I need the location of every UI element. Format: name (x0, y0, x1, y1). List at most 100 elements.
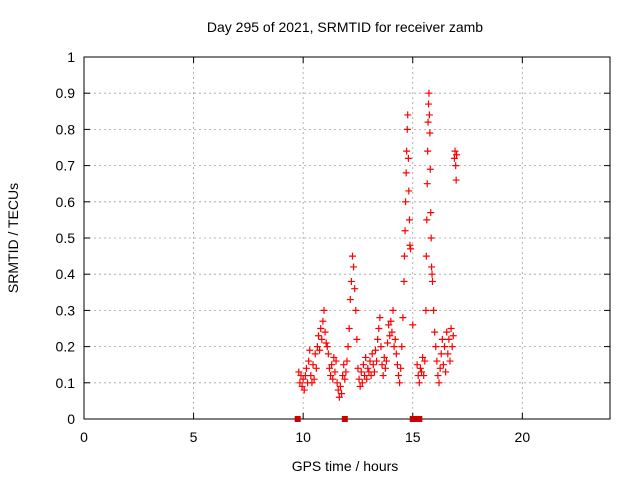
data-point (347, 277, 355, 285)
data-point (306, 346, 314, 354)
y-tick-label: 0.3 (56, 302, 76, 318)
y-tick-label: 0.6 (56, 194, 76, 210)
x-tick-label: 0 (80, 429, 88, 445)
data-point (427, 209, 435, 217)
data-point (425, 89, 433, 97)
data-point (325, 364, 333, 372)
y-tick-label: 0.2 (56, 339, 76, 355)
data-point (357, 368, 365, 376)
data-point (450, 154, 458, 162)
data-point (404, 154, 412, 162)
data-point (358, 379, 366, 387)
data-point (346, 296, 354, 304)
y-axis-label: SRMTID / TECUs (5, 183, 21, 293)
data-point (421, 357, 429, 365)
data-point (389, 306, 397, 314)
data-point (319, 317, 327, 325)
data-point (402, 169, 410, 177)
data-point (390, 343, 398, 351)
data-point (442, 368, 450, 376)
data-point (406, 241, 414, 249)
data-point (345, 325, 353, 332)
data-point (332, 357, 340, 365)
data-point (380, 353, 388, 361)
data-point (452, 162, 460, 170)
data-point (403, 125, 411, 133)
data-point (424, 118, 432, 126)
data-point (323, 343, 331, 351)
data-point (428, 263, 436, 271)
y-tick-label: 1 (67, 49, 75, 65)
data-point (427, 234, 435, 242)
data-point (307, 372, 315, 380)
data-point (422, 252, 430, 260)
data-point (407, 245, 415, 253)
y-tick-label: 0.9 (56, 85, 76, 101)
data-point (317, 325, 325, 332)
data-point (377, 343, 385, 351)
data-point (341, 375, 349, 383)
data-point (443, 328, 451, 336)
x-tick-label: 10 (295, 429, 311, 445)
data-point (334, 386, 342, 394)
data-points (295, 89, 461, 401)
data-point (405, 187, 413, 195)
data-point (310, 375, 318, 383)
zero-markers (294, 416, 423, 422)
data-point (316, 346, 324, 354)
data-point (382, 357, 390, 365)
data-point (415, 379, 423, 387)
data-point (305, 357, 313, 365)
x-tick-label: 15 (405, 429, 421, 445)
y-tick-label: 0.4 (56, 266, 76, 282)
data-point (343, 357, 351, 365)
data-point (444, 350, 452, 358)
data-point (432, 343, 440, 351)
x-tick-label: 20 (515, 429, 531, 445)
data-point (404, 111, 412, 119)
data-point (437, 350, 445, 358)
data-point (369, 361, 377, 369)
data-point (388, 328, 396, 336)
data-point (378, 361, 386, 369)
data-point (315, 332, 323, 340)
grid (84, 57, 610, 419)
data-point (419, 353, 427, 361)
x-tick-labels: 0 5 10 15 20 (80, 429, 530, 445)
data-point (359, 361, 367, 369)
data-point (384, 339, 392, 347)
zero-point (294, 416, 301, 422)
data-point (395, 372, 403, 380)
data-point (446, 357, 454, 365)
data-point (451, 147, 459, 155)
data-point (423, 216, 431, 224)
zero-point (409, 416, 416, 422)
y-tick-label: 0.5 (56, 230, 76, 246)
data-point (362, 353, 370, 361)
data-point (449, 332, 457, 340)
data-point (330, 353, 338, 361)
axis-ticks (83, 56, 610, 420)
data-point (445, 335, 453, 343)
data-point (413, 361, 421, 369)
data-point (400, 277, 408, 285)
data-point (416, 364, 424, 372)
data-point (453, 151, 461, 159)
data-point (436, 364, 444, 372)
data-point (423, 180, 431, 188)
data-point (342, 368, 350, 376)
y-tick-label: 0.1 (56, 375, 76, 391)
data-point (439, 361, 447, 369)
data-point (422, 306, 430, 314)
data-point (381, 364, 389, 372)
data-point (295, 368, 303, 376)
data-point (351, 285, 359, 293)
data-point (348, 252, 356, 260)
data-point (430, 306, 438, 314)
data-point (373, 357, 381, 365)
data-point (431, 328, 439, 336)
data-point (327, 372, 335, 380)
data-point (435, 379, 443, 387)
data-point (366, 357, 374, 365)
data-point (300, 386, 308, 394)
